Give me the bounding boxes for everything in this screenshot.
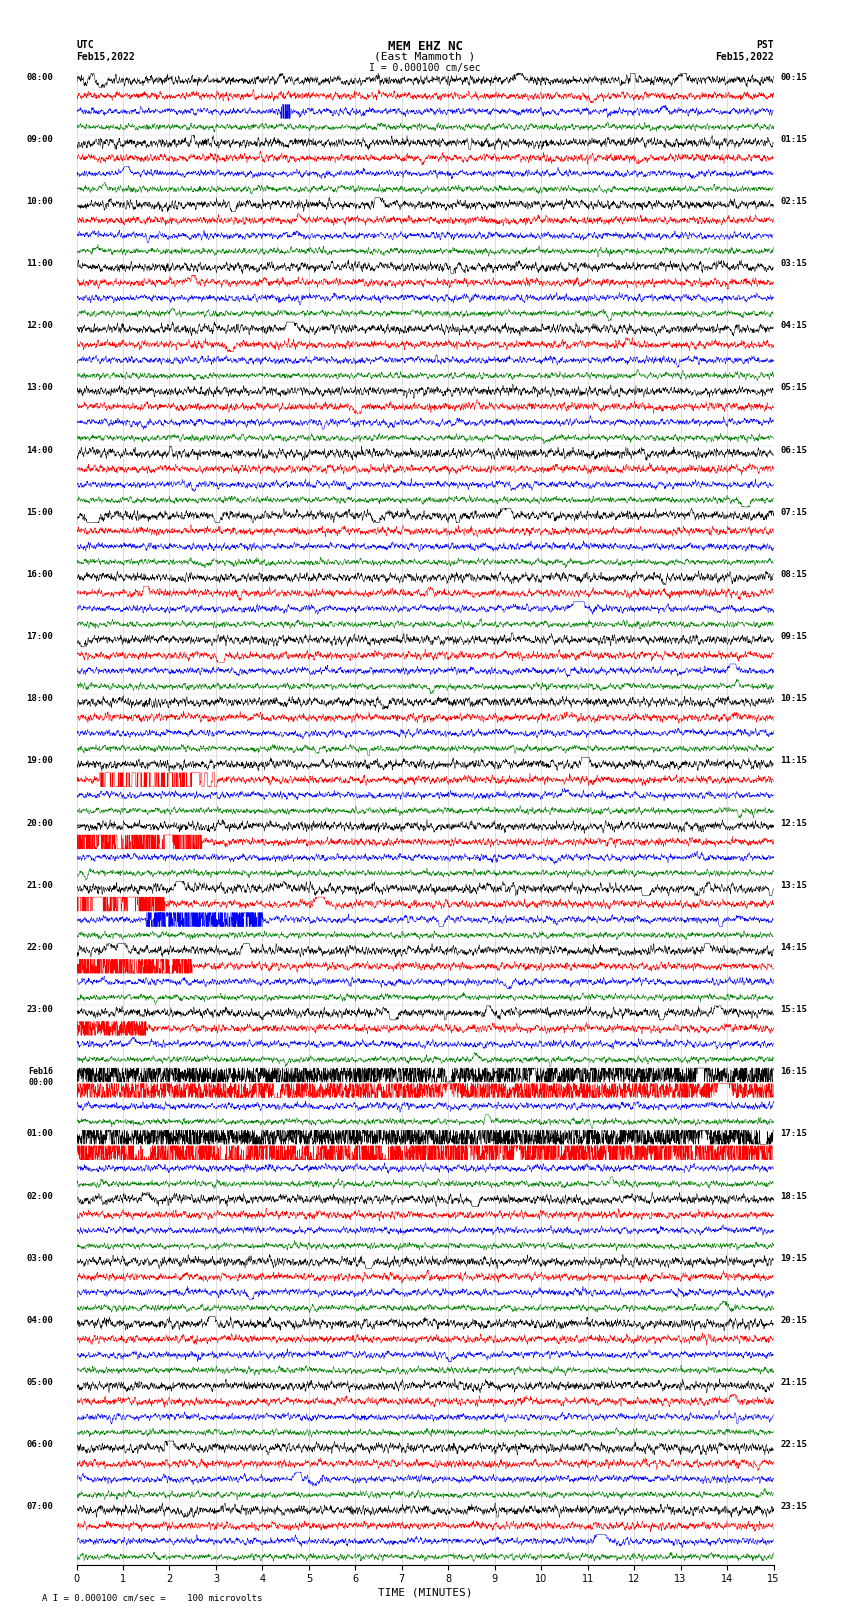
Text: 23:00: 23:00 — [26, 1005, 54, 1015]
Text: 11:15: 11:15 — [780, 756, 808, 766]
Text: 19:15: 19:15 — [780, 1253, 808, 1263]
Text: UTC: UTC — [76, 40, 94, 50]
Text: (East Mammoth ): (East Mammoth ) — [374, 52, 476, 61]
Text: 03:15: 03:15 — [780, 260, 808, 268]
Text: 19:00: 19:00 — [26, 756, 54, 766]
Text: 00:15: 00:15 — [780, 73, 808, 82]
Text: 05:15: 05:15 — [780, 384, 808, 392]
Text: 16:15: 16:15 — [780, 1068, 808, 1076]
Text: Feb15,2022: Feb15,2022 — [76, 52, 135, 61]
Text: A I = 0.000100 cm/sec =    100 microvolts: A I = 0.000100 cm/sec = 100 microvolts — [42, 1594, 263, 1602]
Text: 03:00: 03:00 — [26, 1253, 54, 1263]
Text: 22:15: 22:15 — [780, 1440, 808, 1448]
Text: PST: PST — [756, 40, 774, 50]
Text: 09:00: 09:00 — [26, 135, 54, 144]
Text: 15:00: 15:00 — [26, 508, 54, 516]
Text: 11:00: 11:00 — [26, 260, 54, 268]
Text: 08:15: 08:15 — [780, 569, 808, 579]
Text: 12:15: 12:15 — [780, 819, 808, 827]
Text: 17:00: 17:00 — [26, 632, 54, 640]
Text: 22:00: 22:00 — [26, 944, 54, 952]
Text: 10:00: 10:00 — [26, 197, 54, 206]
Text: 04:15: 04:15 — [780, 321, 808, 331]
X-axis label: TIME (MINUTES): TIME (MINUTES) — [377, 1587, 473, 1597]
Text: 07:00: 07:00 — [26, 1502, 54, 1511]
Text: 14:00: 14:00 — [26, 445, 54, 455]
Text: 01:00: 01:00 — [26, 1129, 54, 1139]
Text: 04:00: 04:00 — [26, 1316, 54, 1324]
Text: MEM EHZ NC: MEM EHZ NC — [388, 40, 462, 53]
Text: 18:15: 18:15 — [780, 1192, 808, 1200]
Text: I = 0.000100 cm/sec: I = 0.000100 cm/sec — [369, 63, 481, 73]
Text: 10:15: 10:15 — [780, 694, 808, 703]
Text: 05:00: 05:00 — [26, 1378, 54, 1387]
Text: 15:15: 15:15 — [780, 1005, 808, 1015]
Text: 01:15: 01:15 — [780, 135, 808, 144]
Text: 20:15: 20:15 — [780, 1316, 808, 1324]
Text: Feb16
00:00: Feb16 00:00 — [28, 1068, 54, 1087]
Text: 08:00: 08:00 — [26, 73, 54, 82]
Text: Feb15,2022: Feb15,2022 — [715, 52, 774, 61]
Text: 06:00: 06:00 — [26, 1440, 54, 1448]
Text: 20:00: 20:00 — [26, 819, 54, 827]
Text: 02:00: 02:00 — [26, 1192, 54, 1200]
Text: 07:15: 07:15 — [780, 508, 808, 516]
Text: 09:15: 09:15 — [780, 632, 808, 640]
Text: 06:15: 06:15 — [780, 445, 808, 455]
Text: 16:00: 16:00 — [26, 569, 54, 579]
Text: 13:00: 13:00 — [26, 384, 54, 392]
Text: 23:15: 23:15 — [780, 1502, 808, 1511]
Text: 02:15: 02:15 — [780, 197, 808, 206]
Text: 21:15: 21:15 — [780, 1378, 808, 1387]
Text: 17:15: 17:15 — [780, 1129, 808, 1139]
Text: 13:15: 13:15 — [780, 881, 808, 890]
Text: 12:00: 12:00 — [26, 321, 54, 331]
Text: 14:15: 14:15 — [780, 944, 808, 952]
Text: 18:00: 18:00 — [26, 694, 54, 703]
Text: 21:00: 21:00 — [26, 881, 54, 890]
